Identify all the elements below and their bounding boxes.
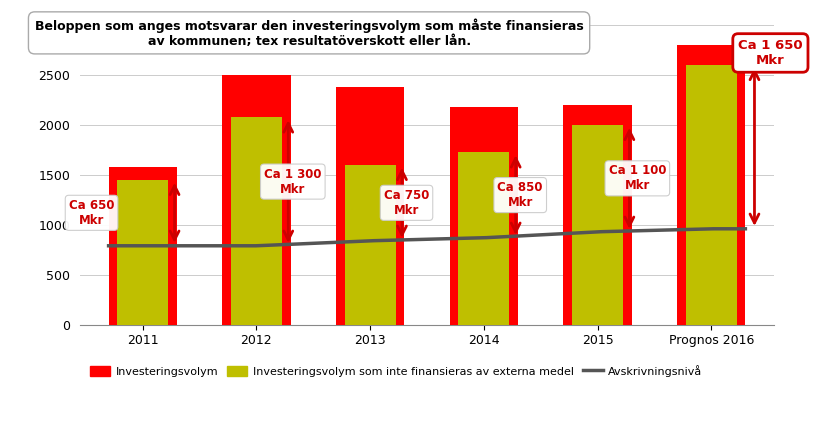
Bar bbox=[572, 125, 623, 325]
Text: Ca 1 650
Mkr: Ca 1 650 Mkr bbox=[738, 39, 802, 67]
Avskrivningsnivå bbox=[708, 226, 718, 232]
Bar bbox=[117, 180, 169, 325]
Bar bbox=[685, 65, 737, 325]
Bar bbox=[564, 105, 631, 325]
Bar bbox=[677, 45, 745, 325]
Bar bbox=[450, 107, 518, 325]
Text: Ca 850
Mkr: Ca 850 Mkr bbox=[497, 181, 543, 209]
Text: Ca 750
Mkr: Ca 750 Mkr bbox=[384, 189, 429, 217]
Avskrivningsnivå bbox=[104, 243, 114, 248]
Avskrivningsnivå bbox=[142, 243, 152, 248]
Avskrivningsnivå bbox=[686, 227, 696, 232]
Bar bbox=[231, 118, 282, 325]
Bar bbox=[458, 152, 510, 325]
Avskrivningsnivå bbox=[273, 242, 283, 248]
Text: Ca 1 100
Mkr: Ca 1 100 Mkr bbox=[609, 164, 666, 192]
Avskrivningsnivå bbox=[712, 226, 721, 232]
Avskrivningsnivå bbox=[222, 243, 232, 248]
Avskrivningsnivå bbox=[129, 243, 139, 248]
Bar bbox=[222, 75, 290, 325]
Text: Ca 1 300
Mkr: Ca 1 300 Mkr bbox=[264, 168, 321, 196]
Text: Beloppen som anges motsvarar den investeringsvolym som måste finansieras
av komm: Beloppen som anges motsvarar den investe… bbox=[34, 18, 583, 48]
Line: Avskrivningsnivå: Avskrivningsnivå bbox=[109, 229, 745, 246]
Legend: Investeringsvolym, Investeringsvolym som inte finansieras av externa medel, Avsk: Investeringsvolym, Investeringsvolym som… bbox=[86, 360, 707, 381]
Bar bbox=[336, 87, 404, 325]
Bar bbox=[109, 168, 177, 325]
Text: Ca 650
Mkr: Ca 650 Mkr bbox=[69, 199, 115, 227]
Avskrivningsnivå bbox=[740, 226, 750, 232]
Bar bbox=[344, 165, 396, 325]
